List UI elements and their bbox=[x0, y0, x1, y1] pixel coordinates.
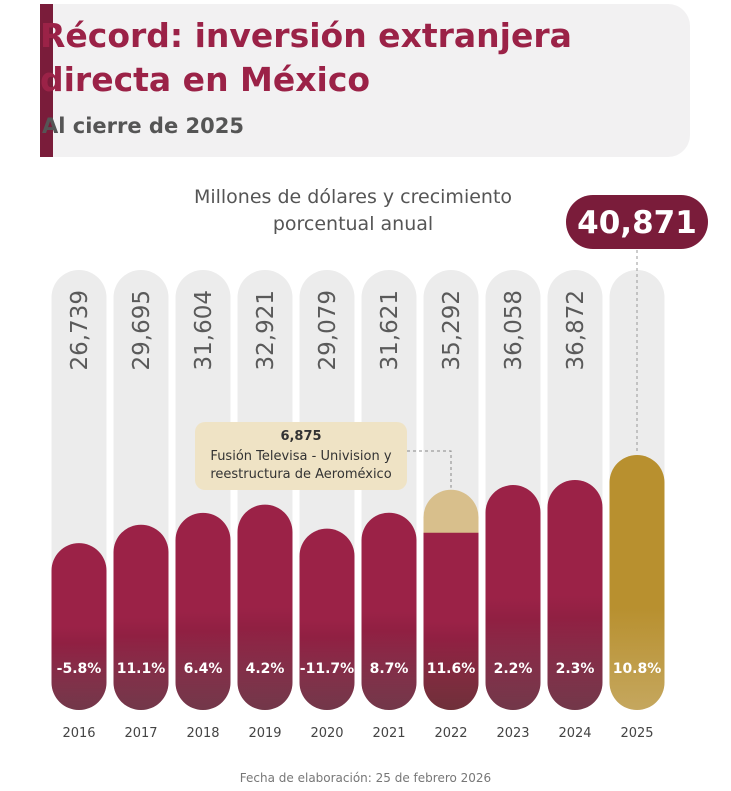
growth-label: 10.8% bbox=[613, 661, 662, 677]
x-tick-label: 2016 bbox=[62, 726, 95, 741]
header-box bbox=[40, 4, 690, 157]
growth-label: 11.1% bbox=[117, 661, 166, 677]
value-label: 29,695 bbox=[129, 290, 155, 370]
growth-label: -5.8% bbox=[57, 661, 102, 677]
x-tick-label: 2019 bbox=[248, 726, 281, 741]
value-label: 32,921 bbox=[253, 290, 279, 370]
highlight-pill bbox=[566, 195, 708, 249]
x-tick-label: 2020 bbox=[310, 726, 343, 741]
annotation-box bbox=[195, 422, 407, 490]
bar bbox=[609, 455, 665, 710]
x-tick-label: 2023 bbox=[496, 726, 529, 741]
growth-label: 2.3% bbox=[556, 661, 595, 677]
annotation-note: reestructura de Aeroméxico bbox=[210, 467, 391, 482]
growth-label: 8.7% bbox=[370, 661, 409, 677]
bar-shade bbox=[113, 524, 169, 710]
growth-label: 11.6% bbox=[427, 661, 476, 677]
growth-label: 2.2% bbox=[494, 661, 533, 677]
bar-shade bbox=[485, 485, 541, 710]
x-tick-label: 2025 bbox=[620, 726, 653, 741]
x-tick-label: 2017 bbox=[124, 726, 157, 741]
x-tick-label: 2018 bbox=[186, 726, 219, 741]
value-label: 29,079 bbox=[315, 290, 341, 370]
x-tick-label: 2021 bbox=[372, 726, 405, 741]
bar-shade bbox=[423, 532, 479, 710]
bar-shade bbox=[361, 512, 417, 710]
highlight-value: 40,871 bbox=[577, 205, 697, 241]
chart-subtitle: Al cierre de 2025 bbox=[42, 114, 244, 138]
bar-shade bbox=[237, 504, 293, 710]
value-label: 36,872 bbox=[563, 290, 589, 370]
annotation-value: 6,875 bbox=[280, 429, 321, 444]
footnote: Fecha de elaboración: 25 de febrero 2026 bbox=[239, 771, 492, 785]
unit-label: Millones de dólares y crecimiento porcen… bbox=[193, 186, 513, 235]
chart-title: Récord: inversión extranjera directa en … bbox=[40, 16, 572, 99]
growth-label: 6.4% bbox=[184, 661, 223, 677]
value-label: 36,058 bbox=[501, 290, 527, 370]
value-label: 35,292 bbox=[439, 290, 465, 370]
chart: 26,739 -5.8% 2016 29,695 11.1% 2017 31,604 6.4%… bbox=[51, 195, 708, 741]
x-tick-label: 2022 bbox=[434, 726, 467, 741]
bar-shade bbox=[175, 512, 231, 710]
bar-shade bbox=[299, 528, 355, 710]
value-label: 31,621 bbox=[377, 290, 403, 370]
growth-label: -11.7% bbox=[300, 661, 354, 677]
x-tick-label: 2024 bbox=[558, 726, 591, 741]
annotation-note: Fusión Televisa - Univision y bbox=[210, 449, 391, 464]
value-label: 26,739 bbox=[67, 290, 93, 370]
value-label: 31,604 bbox=[191, 290, 217, 370]
bar-shade bbox=[51, 543, 107, 710]
bar-shade bbox=[547, 479, 603, 710]
growth-label: 4.2% bbox=[246, 661, 285, 677]
header-accent bbox=[40, 4, 53, 157]
annotation-leader bbox=[407, 450, 452, 488]
